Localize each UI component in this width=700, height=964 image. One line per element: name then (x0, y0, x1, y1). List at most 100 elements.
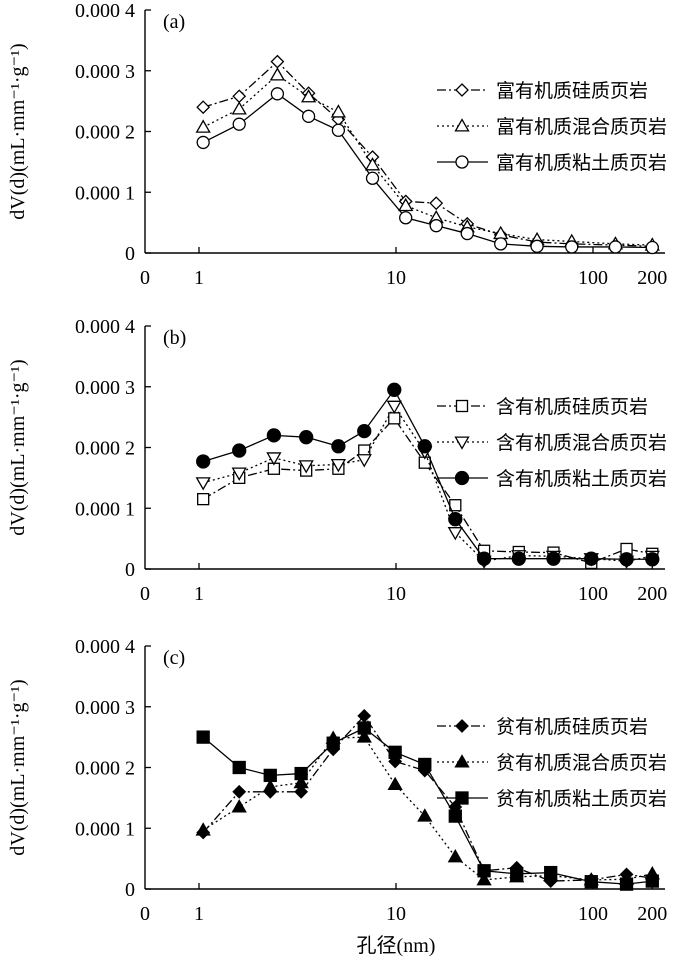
x-tick-label: 200 (637, 267, 667, 289)
y-axis-label: dV(d)(mL·mm⁻¹·g⁻¹) (7, 359, 29, 535)
data-point (447, 527, 463, 541)
y-tick-label: 0.000 1 (75, 498, 135, 520)
legend-label: 贫有机质混合质页岩 (496, 752, 667, 774)
data-point (326, 736, 340, 750)
data-point (196, 454, 211, 469)
data-point (584, 875, 598, 889)
data-point (364, 157, 381, 171)
y-tick-label: 0.000 4 (75, 316, 135, 338)
data-point (195, 822, 211, 836)
y-tick-label: 0.000 3 (75, 697, 135, 719)
data-point (645, 552, 660, 567)
data-point (365, 171, 380, 185)
y-tick-label: 0.000 4 (75, 0, 135, 22)
data-point (232, 760, 246, 775)
data-point (429, 196, 444, 211)
y-tick-label: 0.000 3 (75, 377, 135, 399)
x-tick-label: 1 (194, 267, 204, 289)
data-point (608, 240, 623, 254)
legend-marker (455, 791, 469, 805)
data-point (544, 865, 558, 880)
data-point (266, 428, 282, 443)
panel-label: (a) (163, 11, 185, 33)
legend-label: 富有机质硅质页岩 (496, 80, 648, 102)
data-point (195, 119, 211, 133)
x-tick-label: 1 (194, 903, 204, 925)
data-point (387, 776, 403, 791)
data-point (619, 552, 634, 567)
data-point (294, 784, 309, 799)
y-tick-label: 0.000 3 (75, 61, 135, 83)
data-point (357, 721, 371, 735)
data-point (477, 864, 491, 878)
data-point (645, 874, 659, 888)
data-point (232, 89, 247, 104)
data-point (645, 240, 659, 255)
data-point (530, 239, 544, 253)
data-point (232, 117, 246, 131)
y-tick-label: 0 (125, 559, 135, 581)
y-tick-label: 0.000 2 (75, 438, 135, 460)
panel-c: 0.000 4 0.000 3 0.000 2 0.000 1 00 1 10 100 200 (… (7, 636, 667, 925)
data-point (270, 87, 285, 101)
data-point (301, 109, 316, 123)
data-point (232, 443, 247, 458)
x-tick-label: 10 (386, 267, 406, 289)
data-point (269, 67, 286, 81)
legend-marker (455, 83, 469, 97)
legend-marker (454, 754, 470, 768)
data-point (262, 779, 278, 793)
legend-label: 富有机质混合质页岩 (496, 116, 667, 138)
data-point (299, 430, 314, 445)
data-point (388, 412, 401, 425)
data-point (584, 551, 599, 566)
data-point (386, 400, 402, 415)
series-3 (196, 87, 659, 255)
legend-marker (455, 399, 469, 413)
data-point (417, 808, 433, 822)
legend-marker (455, 155, 469, 169)
legend-label: 贫有机质硅质页岩 (496, 716, 648, 738)
legend-label: 含有机质粘土质页岩 (496, 468, 667, 490)
y-axis-label: dV(d)(mL·mm⁻¹·g⁻¹) (7, 43, 29, 219)
y-tick-label: 0 (125, 243, 135, 265)
panel-label: (b) (163, 327, 186, 349)
data-point (448, 809, 462, 823)
data-point (231, 799, 247, 813)
series-3 (196, 382, 660, 567)
data-point (429, 219, 443, 233)
data-point (388, 745, 402, 759)
y-tick-label: 0.000 2 (75, 758, 135, 780)
data-point (266, 452, 282, 466)
y-tick-label: 0.000 4 (75, 636, 135, 658)
data-point (195, 477, 211, 491)
x-tick-label: 100 (578, 903, 608, 925)
legend-marker (455, 719, 469, 733)
legend-label: 富有机质粘土质页岩 (496, 152, 667, 174)
x-tick-label: 0 (140, 903, 150, 925)
data-point (300, 89, 317, 103)
data-point (476, 551, 492, 566)
y-tick-label: 0.000 1 (75, 818, 135, 840)
data-point (196, 100, 211, 115)
data-point (263, 768, 277, 783)
data-point (448, 512, 463, 527)
panel-b: 0.000 4 0.000 3 0.000 2 0.000 1 00 1 10 100 200 (… (7, 316, 667, 605)
data-point (196, 135, 210, 150)
series-line (202, 417, 653, 564)
data-point (546, 551, 561, 566)
x-tick-label: 200 (637, 583, 667, 605)
data-point (357, 423, 372, 439)
y-tick-label: 0.000 1 (75, 182, 135, 204)
data-point (476, 872, 492, 886)
legend-label: 含有机质混合质页岩 (496, 432, 667, 454)
panel-label: (c) (163, 647, 185, 669)
x-tick-label: 0 (140, 583, 150, 605)
y-tick-label: 0 (125, 879, 135, 901)
data-point (565, 240, 579, 254)
x-tick-label: 0 (140, 267, 150, 289)
data-point (356, 454, 372, 468)
legend-label: 含有机质硅质页岩 (496, 396, 648, 418)
